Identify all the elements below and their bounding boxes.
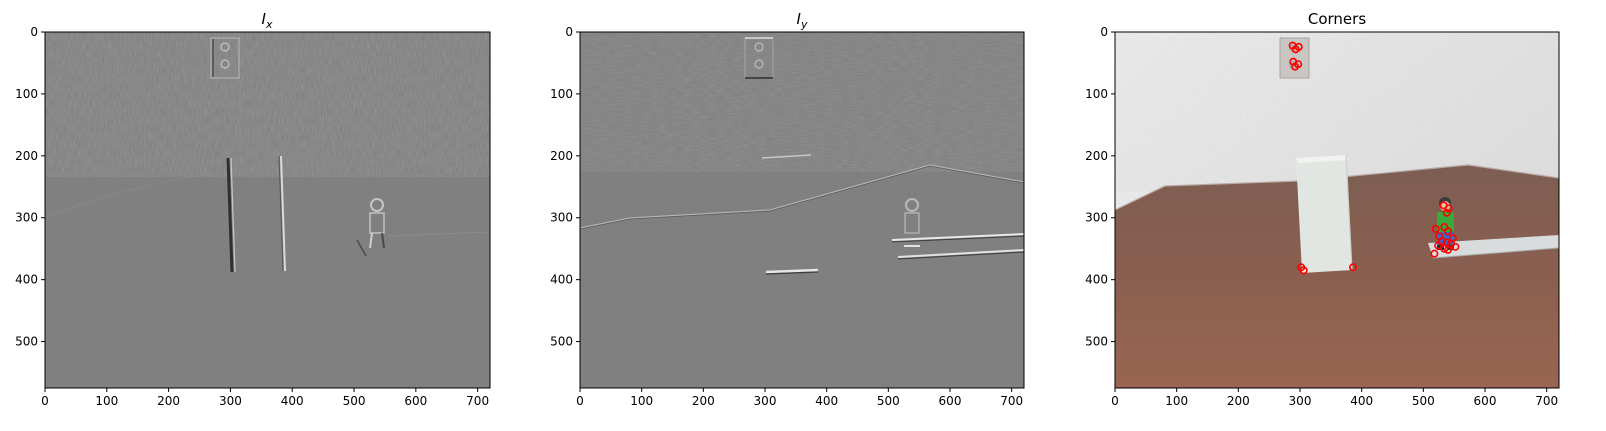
corners-title: Corners [1308, 10, 1366, 28]
y-tick-label: 500 [15, 335, 38, 349]
corners-axes: 0 100 200 300 400 500 600 700 0 100 200 300 400 500 [1085, 25, 1558, 408]
corner-point [1444, 245, 1453, 254]
x-tick-label: 700 [466, 394, 489, 408]
y-tick-label: 0 [1100, 25, 1108, 39]
x-tick-label: 100 [630, 394, 653, 408]
x-tick-label: 500 [877, 394, 900, 408]
y-tick-label: 500 [1085, 335, 1108, 349]
x-tick-label: 300 [219, 394, 242, 408]
corner-point [1291, 45, 1300, 54]
x-tick-label: 400 [815, 394, 838, 408]
corner-point [1451, 242, 1460, 251]
x-tick-label: 200 [692, 394, 715, 408]
y-tick-label: 200 [15, 149, 38, 163]
x-tick-label: 600 [404, 394, 427, 408]
x-tick-label: 400 [281, 394, 304, 408]
x-tick-label: 400 [1350, 394, 1373, 408]
y-tick-label: 300 [1085, 211, 1108, 225]
x-tick-label: 100 [95, 394, 118, 408]
ix-image [45, 32, 490, 388]
panel-ix: 0 100 200 300 400 500 600 700 0 100 200 300 400 500 I… [15, 10, 491, 408]
x-tick-label: 200 [1227, 394, 1250, 408]
x-tick-label: 600 [939, 394, 962, 408]
corner-point [1431, 224, 1440, 233]
corner-point [1299, 266, 1308, 275]
x-tick-label: 0 [1111, 394, 1119, 408]
x-tick-label: 100 [1165, 394, 1188, 408]
panel-corners: 0 100 200 300 400 500 600 700 0 100 200 300 400 500 C… [1085, 10, 1560, 408]
corners-image [1115, 32, 1559, 388]
corner-point [1434, 241, 1443, 250]
corner-point [1430, 249, 1439, 258]
x-tick-label: 300 [1289, 394, 1312, 408]
x-tick-label: 700 [1535, 394, 1558, 408]
y-tick-label: 400 [550, 273, 573, 287]
x-tick-label: 300 [754, 394, 777, 408]
y-tick-label: 0 [30, 25, 38, 39]
panel-iy: 0 100 200 300 400 500 600 700 0 100 200 300 400 500 I… [550, 10, 1025, 408]
iy-axes: 0 100 200 300 400 500 600 700 0 100 200 300 400 500 [550, 25, 1023, 408]
iy-image [580, 32, 1024, 388]
corner-point [1291, 62, 1300, 71]
y-tick-label: 0 [565, 25, 573, 39]
y-tick-label: 500 [550, 335, 573, 349]
corner-point [1444, 227, 1453, 236]
corner-point [1444, 204, 1453, 213]
y-tick-label: 100 [15, 87, 38, 101]
y-tick-label: 100 [1085, 87, 1108, 101]
ix-title: Ix [262, 10, 273, 31]
corner-point [1440, 244, 1449, 253]
corner-point [1442, 208, 1451, 217]
x-tick-label: 700 [1000, 394, 1023, 408]
y-tick-label: 200 [550, 149, 573, 163]
y-tick-label: 200 [1085, 149, 1108, 163]
x-tick-label: 500 [1412, 394, 1435, 408]
x-tick-label: 500 [343, 394, 366, 408]
y-tick-label: 400 [15, 273, 38, 287]
x-tick-label: 200 [157, 394, 180, 408]
x-tick-label: 0 [41, 394, 49, 408]
y-tick-label: 100 [550, 87, 573, 101]
iy-title: Iy [797, 10, 808, 31]
corner-points [1288, 41, 1460, 275]
y-tick-label: 300 [550, 211, 573, 225]
ix-axes: 0 100 200 300 400 500 600 700 0 100 200 300 400 500 [15, 25, 489, 408]
x-tick-label: 600 [1474, 394, 1497, 408]
y-tick-label: 400 [1085, 273, 1108, 287]
y-tick-label: 300 [15, 211, 38, 225]
x-tick-label: 0 [576, 394, 584, 408]
corner-point [1349, 263, 1358, 272]
